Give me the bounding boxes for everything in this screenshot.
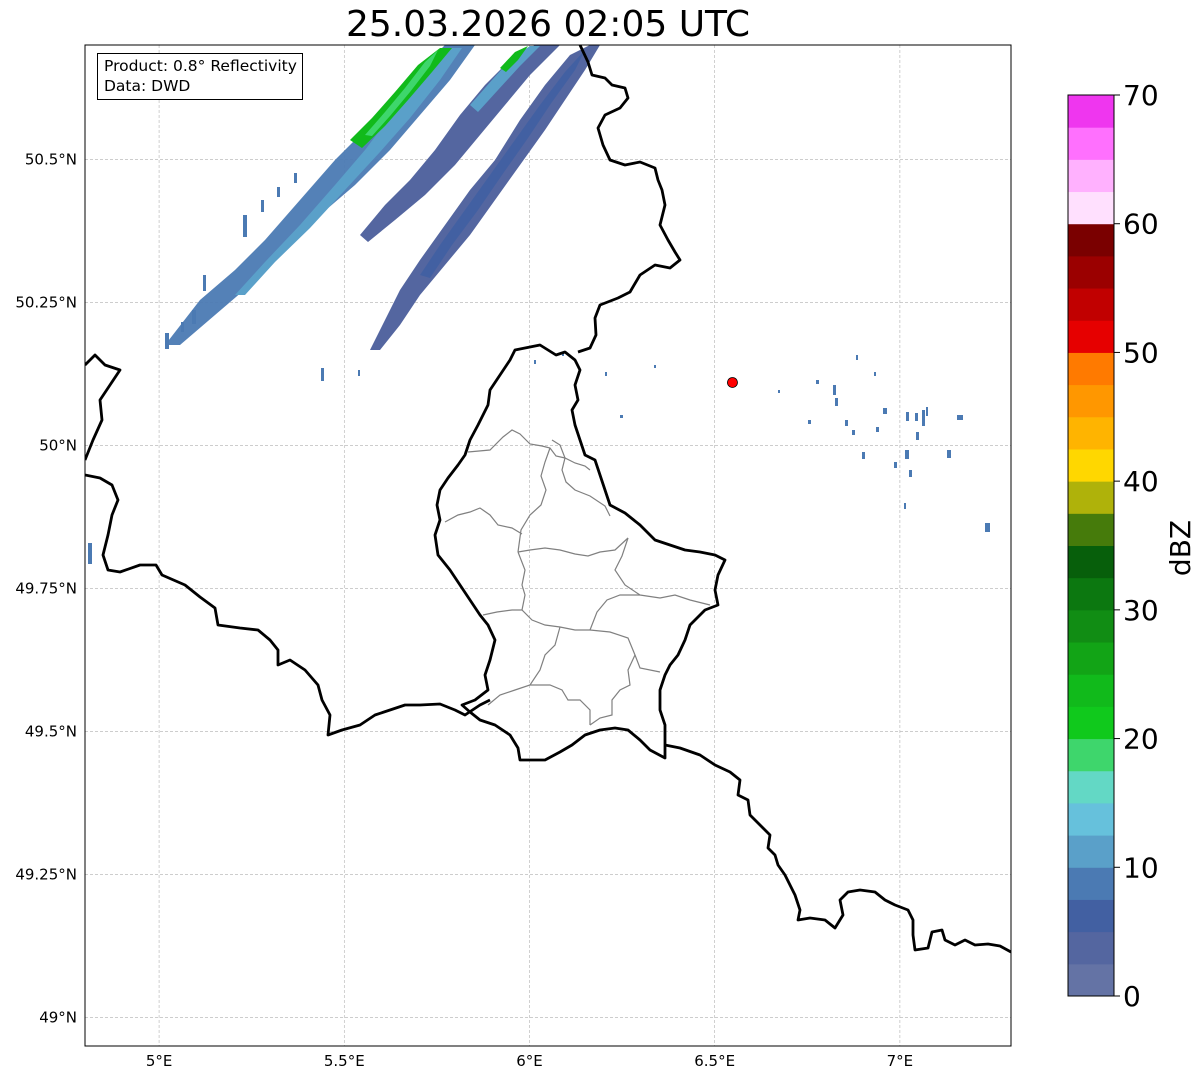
colorbar-title: dBZ: [1164, 520, 1197, 576]
colorbar-tick-label: 30: [1123, 594, 1159, 627]
colorbar-segment: [1068, 802, 1114, 836]
echo-band2-green: [500, 46, 528, 72]
colorbar-segment: [1068, 674, 1114, 707]
colorbar-tick-label: 60: [1123, 208, 1159, 241]
colorbar-segment: [1068, 127, 1114, 160]
colorbar-segment: [1068, 159, 1114, 193]
lat-tick-label: 49.75°N: [15, 579, 77, 597]
colorbar-segment: [1068, 191, 1114, 225]
echo-band-mid: [235, 48, 462, 295]
colorbar-frame: [1067, 94, 1115, 997]
colorbar-segment: [1068, 255, 1114, 289]
colorbar-segment: [1068, 963, 1114, 997]
data-source-label: Data: DWD: [104, 77, 191, 95]
colorbar-tick-label: 50: [1123, 336, 1159, 369]
lon-tick-label: 6°E: [516, 1052, 543, 1070]
lat-tick-label: 50.25°N: [15, 293, 77, 311]
colorbar: [1068, 95, 1114, 997]
colorbar-ticks: 0 10 20 30 40 50 60 70: [1114, 79, 1159, 1013]
colorbar-segment: [1068, 642, 1114, 675]
info-box: Product: 0.8° Reflectivity Data: DWD: [97, 53, 303, 100]
longitude-labels: 5°E 5.5°E 6°E 6.5°E 7°E: [146, 1052, 913, 1070]
country-borders: [85, 45, 1011, 954]
colorbar-segment: [1068, 577, 1114, 611]
lat-tick-label: 49.5°N: [25, 722, 77, 740]
colorbar-tick-label: 10: [1123, 851, 1159, 884]
lat-tick-label: 49.25°N: [15, 865, 77, 883]
echo-band3-inner: [420, 50, 585, 278]
lon-tick-label: 6.5°E: [694, 1052, 735, 1070]
lat-tick-label: 50°N: [39, 436, 77, 454]
colorbar-segment: [1068, 352, 1114, 386]
radar-site-marker: [727, 377, 738, 388]
product-label: Product: 0.8° Reflectivity: [104, 57, 297, 75]
echo-band-core-light: [365, 50, 438, 136]
colorbar-segment: [1068, 288, 1114, 321]
colorbar-segment: [1068, 320, 1114, 353]
colorbar-tick-label: 70: [1123, 79, 1159, 112]
gridlines: [85, 45, 1011, 1046]
colorbar-segment: [1068, 384, 1114, 418]
colorbar-segment: [1068, 609, 1114, 643]
plot-frame: [84, 44, 1012, 1047]
colorbar-segment: [1068, 223, 1114, 257]
plot-area: [85, 45, 1011, 1046]
colorbar-segment: [1068, 706, 1114, 740]
radar-echoes: [88, 45, 990, 564]
colorbar-segment: [1068, 95, 1114, 128]
lat-tick-label: 49°N: [39, 1008, 77, 1026]
colorbar-segment: [1068, 416, 1114, 450]
scattered-echoes: [88, 173, 990, 564]
colorbar-tick-label: 40: [1123, 465, 1159, 498]
colorbar-segment: [1068, 931, 1114, 965]
colorbar-segment: [1068, 513, 1114, 546]
colorbar-segment: [1068, 545, 1114, 579]
lat-tick-label: 50.5°N: [25, 150, 77, 168]
lon-tick-label: 5°E: [146, 1052, 173, 1070]
canton-borders: [444, 429, 711, 726]
colorbar-segment: [1068, 448, 1114, 482]
echo-band2-outer: [360, 45, 560, 242]
colorbar-segment: [1068, 481, 1114, 514]
latitude-labels: 50.5°N 50.25°N 50°N 49.75°N 49.5°N 49.25°N 49°…: [15, 150, 77, 1026]
colorbar-tick-label: 20: [1123, 723, 1159, 756]
colorbar-segment: [1068, 867, 1114, 900]
colorbar-segment: [1068, 899, 1114, 933]
echo-band2-core: [470, 46, 540, 112]
colorbar-segment: [1068, 835, 1114, 868]
map-title: 25.03.2026 02:05 UTC: [345, 4, 751, 45]
lon-tick-label: 7°E: [887, 1052, 914, 1070]
lon-tick-label: 5.5°E: [324, 1052, 365, 1070]
colorbar-segment: [1068, 770, 1114, 804]
colorbar-tick-label: 0: [1123, 980, 1141, 1013]
colorbar-segment: [1068, 738, 1114, 772]
